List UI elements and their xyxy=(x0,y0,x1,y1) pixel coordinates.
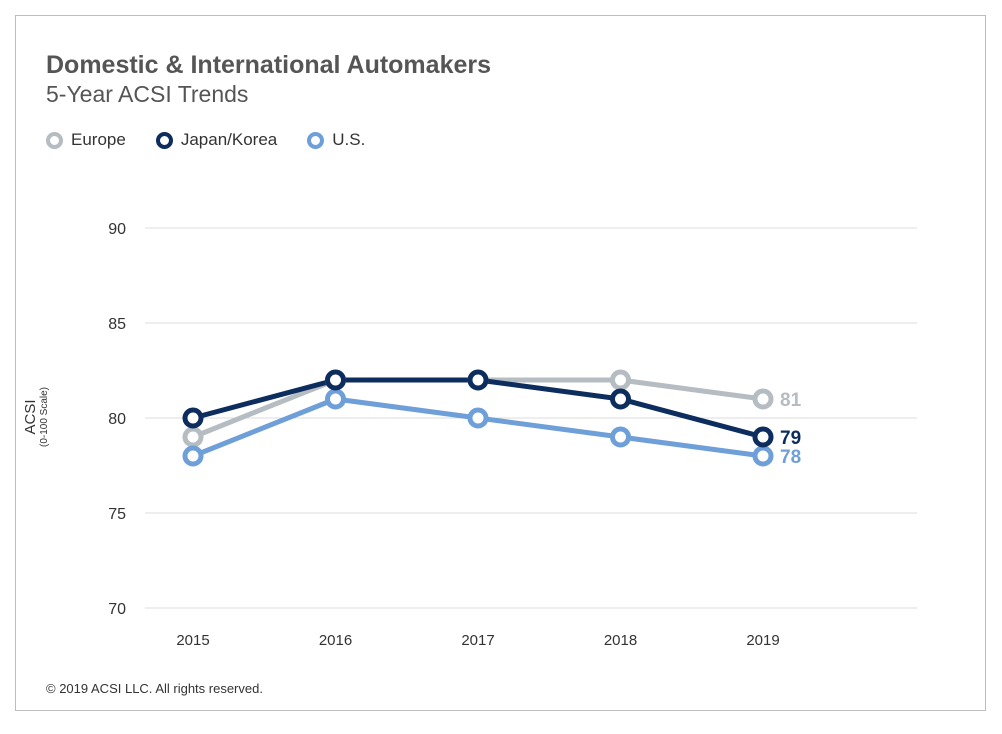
y-tick-label: 75 xyxy=(108,506,126,523)
data-point xyxy=(610,369,631,391)
data-point xyxy=(182,426,204,448)
chart-subtitle: 5-Year ACSI Trends xyxy=(46,81,249,107)
data-label: 78 xyxy=(780,447,801,468)
legend-label: U.S. xyxy=(332,130,366,149)
data-point xyxy=(752,388,774,410)
data-point xyxy=(182,407,204,429)
x-tick-label: 2015 xyxy=(176,632,209,649)
x-tick-label: 2016 xyxy=(319,632,352,649)
x-tick-label: 2019 xyxy=(746,632,779,649)
data-point xyxy=(610,388,631,410)
data-point xyxy=(325,369,346,391)
chart-frame xyxy=(15,15,986,711)
data-label: 79 xyxy=(780,428,801,449)
x-tick-label: 2017 xyxy=(461,632,494,649)
chart-title: Domestic & International Automakers xyxy=(46,51,492,79)
data-point xyxy=(467,407,489,429)
legend-item-us: U.S. xyxy=(307,130,365,150)
y-tick-label: 80 xyxy=(108,411,126,428)
data-point xyxy=(610,426,631,448)
data-point xyxy=(752,426,774,448)
legend-label: Europe xyxy=(71,130,126,149)
data-point xyxy=(467,369,489,391)
data-point xyxy=(182,445,204,467)
legend-label: Japan/Korea xyxy=(180,130,278,149)
y-tick-label: 90 xyxy=(108,221,126,238)
x-tick-label: 2018 xyxy=(604,632,637,649)
data-label: 81 xyxy=(780,390,802,411)
legend-marker-us xyxy=(307,131,325,149)
legend-item-europe: Europe xyxy=(46,130,126,150)
legend-marker-europe xyxy=(46,131,63,149)
y-tick-label: 70 xyxy=(108,601,126,618)
data-point xyxy=(752,445,774,467)
copyright-footer: © 2019 ACSI LLC. All rights reserved. xyxy=(46,681,263,696)
data-point xyxy=(325,388,346,410)
y-tick-label: 85 xyxy=(108,316,126,333)
legend: Europe Japan/Korea U.S. xyxy=(46,130,395,150)
legend-marker-japan-korea xyxy=(155,131,173,149)
legend-item-japan-korea: Japan/Korea xyxy=(155,130,278,150)
